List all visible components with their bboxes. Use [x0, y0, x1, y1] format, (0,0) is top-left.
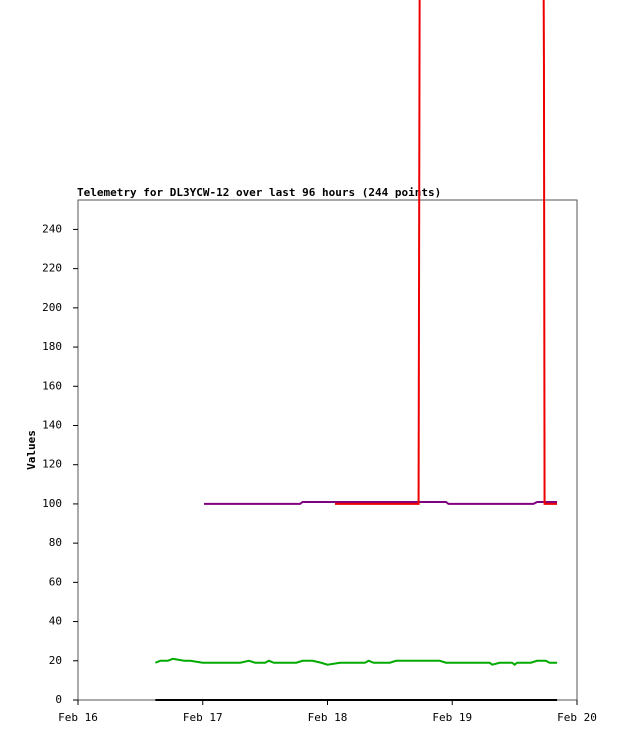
- y-tick-label: 160: [42, 379, 62, 392]
- y-tick-label: 40: [49, 615, 62, 628]
- series-line: [334, 0, 558, 505]
- x-tick-label: Feb 19: [432, 711, 472, 724]
- y-tick-label: 220: [42, 262, 62, 275]
- series-line: [203, 500, 558, 505]
- x-tick-label: Feb 16: [58, 711, 98, 724]
- y-tick-label: 20: [49, 654, 62, 667]
- plot-frame: [77, 199, 578, 701]
- y-tick-label: 240: [42, 222, 62, 235]
- y-tick-label: 60: [49, 575, 62, 588]
- y-tick-label: 0: [55, 693, 62, 706]
- y-tick-label: 180: [42, 340, 62, 353]
- x-tick-label: Feb 17: [183, 711, 223, 724]
- y-tick-label: 120: [42, 458, 62, 471]
- y-axis-label: Values: [25, 430, 38, 470]
- x-tick-label: Feb 18: [308, 711, 348, 724]
- y-tick-label: 100: [42, 497, 62, 510]
- y-tick-label: 200: [42, 301, 62, 314]
- y-tick-label: 140: [42, 418, 62, 431]
- x-tick-label: Feb 20: [557, 711, 597, 724]
- y-tick-label: 80: [49, 536, 62, 549]
- chart-title: Telemetry for DL3YCW-12 over last 96 hou…: [77, 186, 441, 199]
- series-line: [154, 657, 558, 666]
